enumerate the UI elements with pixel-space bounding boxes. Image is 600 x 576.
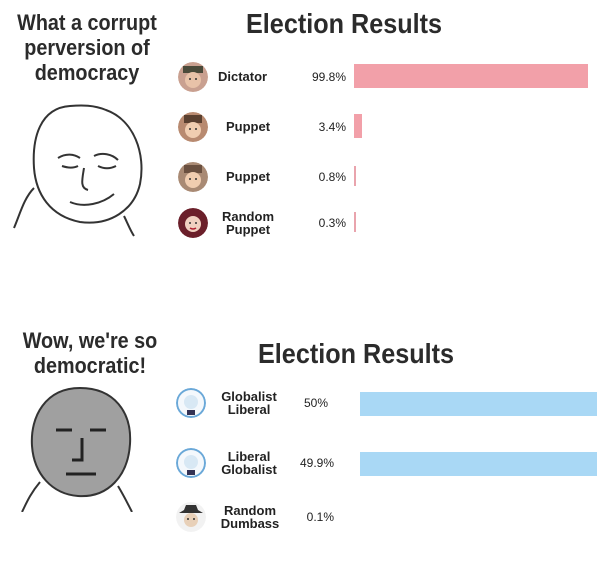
candidate-name: Random Puppet	[222, 209, 274, 237]
result-bar	[354, 212, 356, 232]
candidate-percent: 0.1%	[306, 510, 334, 524]
candidate-percent: 99.8%	[311, 70, 346, 84]
candidate-row: Random Puppet 0.3%	[0, 204, 600, 244]
result-bar	[354, 114, 362, 138]
candidate-percent: 49.9%	[299, 456, 334, 470]
smug-wojak-icon	[13, 104, 143, 237]
candidate-name: Liberal Globalist	[221, 449, 277, 477]
candidate-row: Globalist Liberal 50%	[0, 384, 600, 424]
puppet-face-icon	[178, 112, 208, 142]
candidate-row: Dictator 99.8%	[0, 58, 600, 98]
candidate-percent: 3.4%	[318, 120, 346, 134]
candidate-name: Puppet	[225, 169, 271, 184]
result-bar	[354, 64, 588, 88]
top-panel: What a corrupt perversion of democracy E…	[0, 8, 600, 244]
candidate-name: Puppet	[225, 119, 271, 134]
woman-face-icon	[178, 208, 208, 238]
candidate-row: Liberal Globalist 49.9%	[0, 444, 600, 484]
bottom-chart-title: Election Results	[258, 338, 455, 369]
candidate-name: Dictator	[218, 69, 268, 84]
blue-face-icon	[176, 448, 206, 478]
candidate-percent: 0.3%	[318, 216, 346, 230]
candidate-row: Random Dumbass 0.1%	[0, 498, 600, 538]
candidate-name: Random Dumbass	[220, 503, 280, 531]
candidate-percent: 0.8%	[318, 170, 346, 184]
bottom-caption: Wow, we're so democratic!	[22, 328, 158, 378]
puppet-face-icon	[178, 162, 208, 192]
npc-face-icon	[21, 386, 133, 512]
candidate-row: Puppet 3.4%	[0, 108, 600, 148]
candidate-row: Puppet 0.8%	[0, 158, 600, 198]
bottom-panel: Wow, we're so democratic! Election Resul…	[0, 300, 600, 576]
candidate-name: Globalist Liberal	[221, 389, 277, 417]
result-bar	[360, 392, 597, 416]
result-bar	[360, 452, 597, 476]
result-bar	[354, 166, 356, 186]
candidate-percent: 50%	[303, 396, 328, 410]
blue-face-icon	[176, 388, 206, 418]
top-caption: What a corrupt perversion of democracy	[17, 10, 157, 85]
cowboy-face-icon	[176, 502, 206, 532]
top-chart-title: Election Results	[246, 8, 443, 39]
soldier-cap-icon	[178, 62, 208, 92]
